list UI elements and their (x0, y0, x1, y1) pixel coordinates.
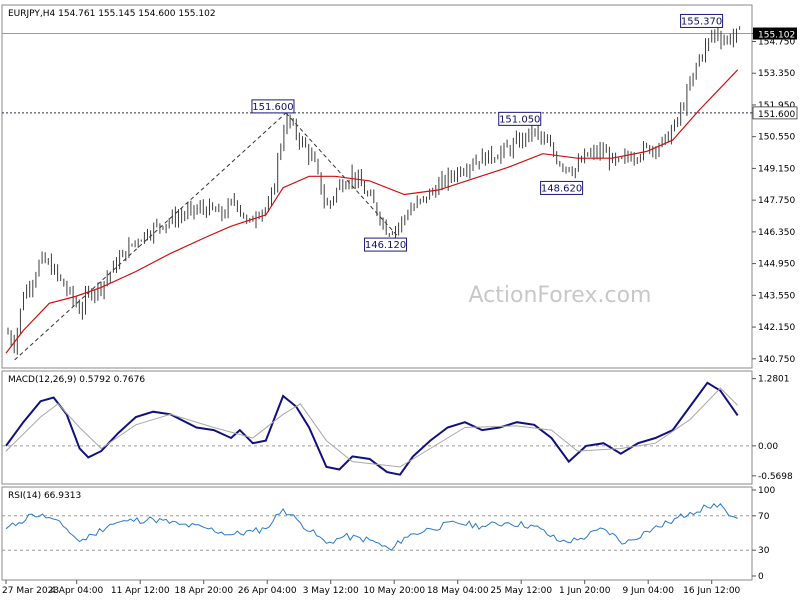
price-tick-label-3: 151.950 (758, 101, 795, 111)
rsi-panel-frame (1, 486, 753, 581)
moving-average-line (5, 69, 739, 354)
macd-panel-header: MACD(12,26,9) 0.5792 0.7676 (8, 375, 145, 385)
level-price-tag (752, 106, 798, 120)
macd-panel-frame (1, 370, 753, 485)
annotation-box-2 (498, 111, 542, 126)
price-tick-label-9: 144.950 (758, 260, 795, 270)
macd-series-main (5, 381, 739, 476)
time-tick-label-0: 27 Mar 2023 (2, 586, 59, 596)
rsi-line (5, 503, 738, 551)
rsi-panel-header: RSI(14) 66.9313 (8, 491, 81, 501)
annotation-label-0: 151.600 (252, 102, 293, 113)
time-tick-label-11: 16 Jun 12:00 (683, 586, 740, 596)
macd-layer: 1.2801 0.00 -0.5698 (2, 375, 793, 482)
time-tick-label-1: 4 Apr 04:00 (50, 586, 103, 596)
price-tick-label-12: 140.750 (758, 355, 795, 365)
price-tick-label-5: 150.550 (758, 133, 795, 143)
rsi-layer: 100 70 30 0 (2, 486, 775, 582)
annotation-label-1: 146.120 (365, 240, 406, 251)
price-tick-label-6: 149.150 (758, 164, 795, 174)
time-tick-label-5: 3 May 12:00 (303, 586, 359, 596)
watermark-text: ActionForex.com (469, 283, 652, 308)
price-tick-label-7: 147.750 (758, 196, 795, 206)
time-tick-label-10: 9 Jun 04:00 (622, 586, 674, 596)
time-tick-label-3: 18 Apr 20:00 (174, 586, 233, 596)
rsi-tick-label-0: 100 (758, 486, 775, 496)
annotation-box-1 (364, 237, 408, 252)
price-tick-label-4: 151.600 (758, 110, 795, 120)
annotation-box-0 (251, 99, 295, 114)
price-tick-label-1: 154.750 (758, 38, 795, 48)
time-tick-label-6: 10 May 20:00 (363, 586, 425, 596)
current-price-tag (753, 27, 797, 40)
rsi-tick-label-1: 70 (758, 512, 770, 522)
price-tick-label-0: 155.102 (758, 31, 795, 41)
price-tick-label-10: 143.550 (758, 291, 795, 301)
rsi-tick-label-2: 30 (758, 546, 770, 556)
time-tick-label-8: 25 May 12:00 (490, 586, 552, 596)
time-tick-label-4: 26 Apr 04:00 (238, 586, 297, 596)
rsi-tick-label-3: 0 (758, 572, 764, 582)
price-tick-label-8: 146.350 (758, 228, 795, 238)
price-level-layer (2, 33, 752, 114)
price-panel-frame (1, 4, 753, 369)
moving-average-layer (5, 69, 739, 354)
price-tick-label-2: 153.350 (758, 69, 795, 79)
macd-tick-label-1: 0.00 (758, 442, 778, 452)
time-tick-label-7: 18 May 04:00 (427, 586, 489, 596)
price-panel-header: EURJPY,H4 154.761 155.145 154.600 155.10… (8, 9, 216, 19)
annotation-box-4 (680, 13, 724, 28)
time-tick-label-9: 1 Jun 20:00 (559, 586, 611, 596)
annotation-label-4: 155.370 (681, 16, 722, 27)
price-tick-label-11: 142.150 (758, 323, 795, 333)
annotation-label-2: 151.050 (499, 114, 540, 125)
macd-tick-label-2: -0.5698 (758, 472, 793, 482)
time-tick-label-2: 11 Apr 12:00 (111, 586, 170, 596)
annotation-label-3: 148.620 (541, 183, 582, 194)
macd-tick-label-0: 1.2801 (758, 375, 790, 385)
macd-series-signal (5, 387, 739, 468)
annotation-layer: 151.600 146.120 151.050 148.620 155.370 (251, 13, 724, 252)
annotation-box-3 (540, 180, 584, 195)
